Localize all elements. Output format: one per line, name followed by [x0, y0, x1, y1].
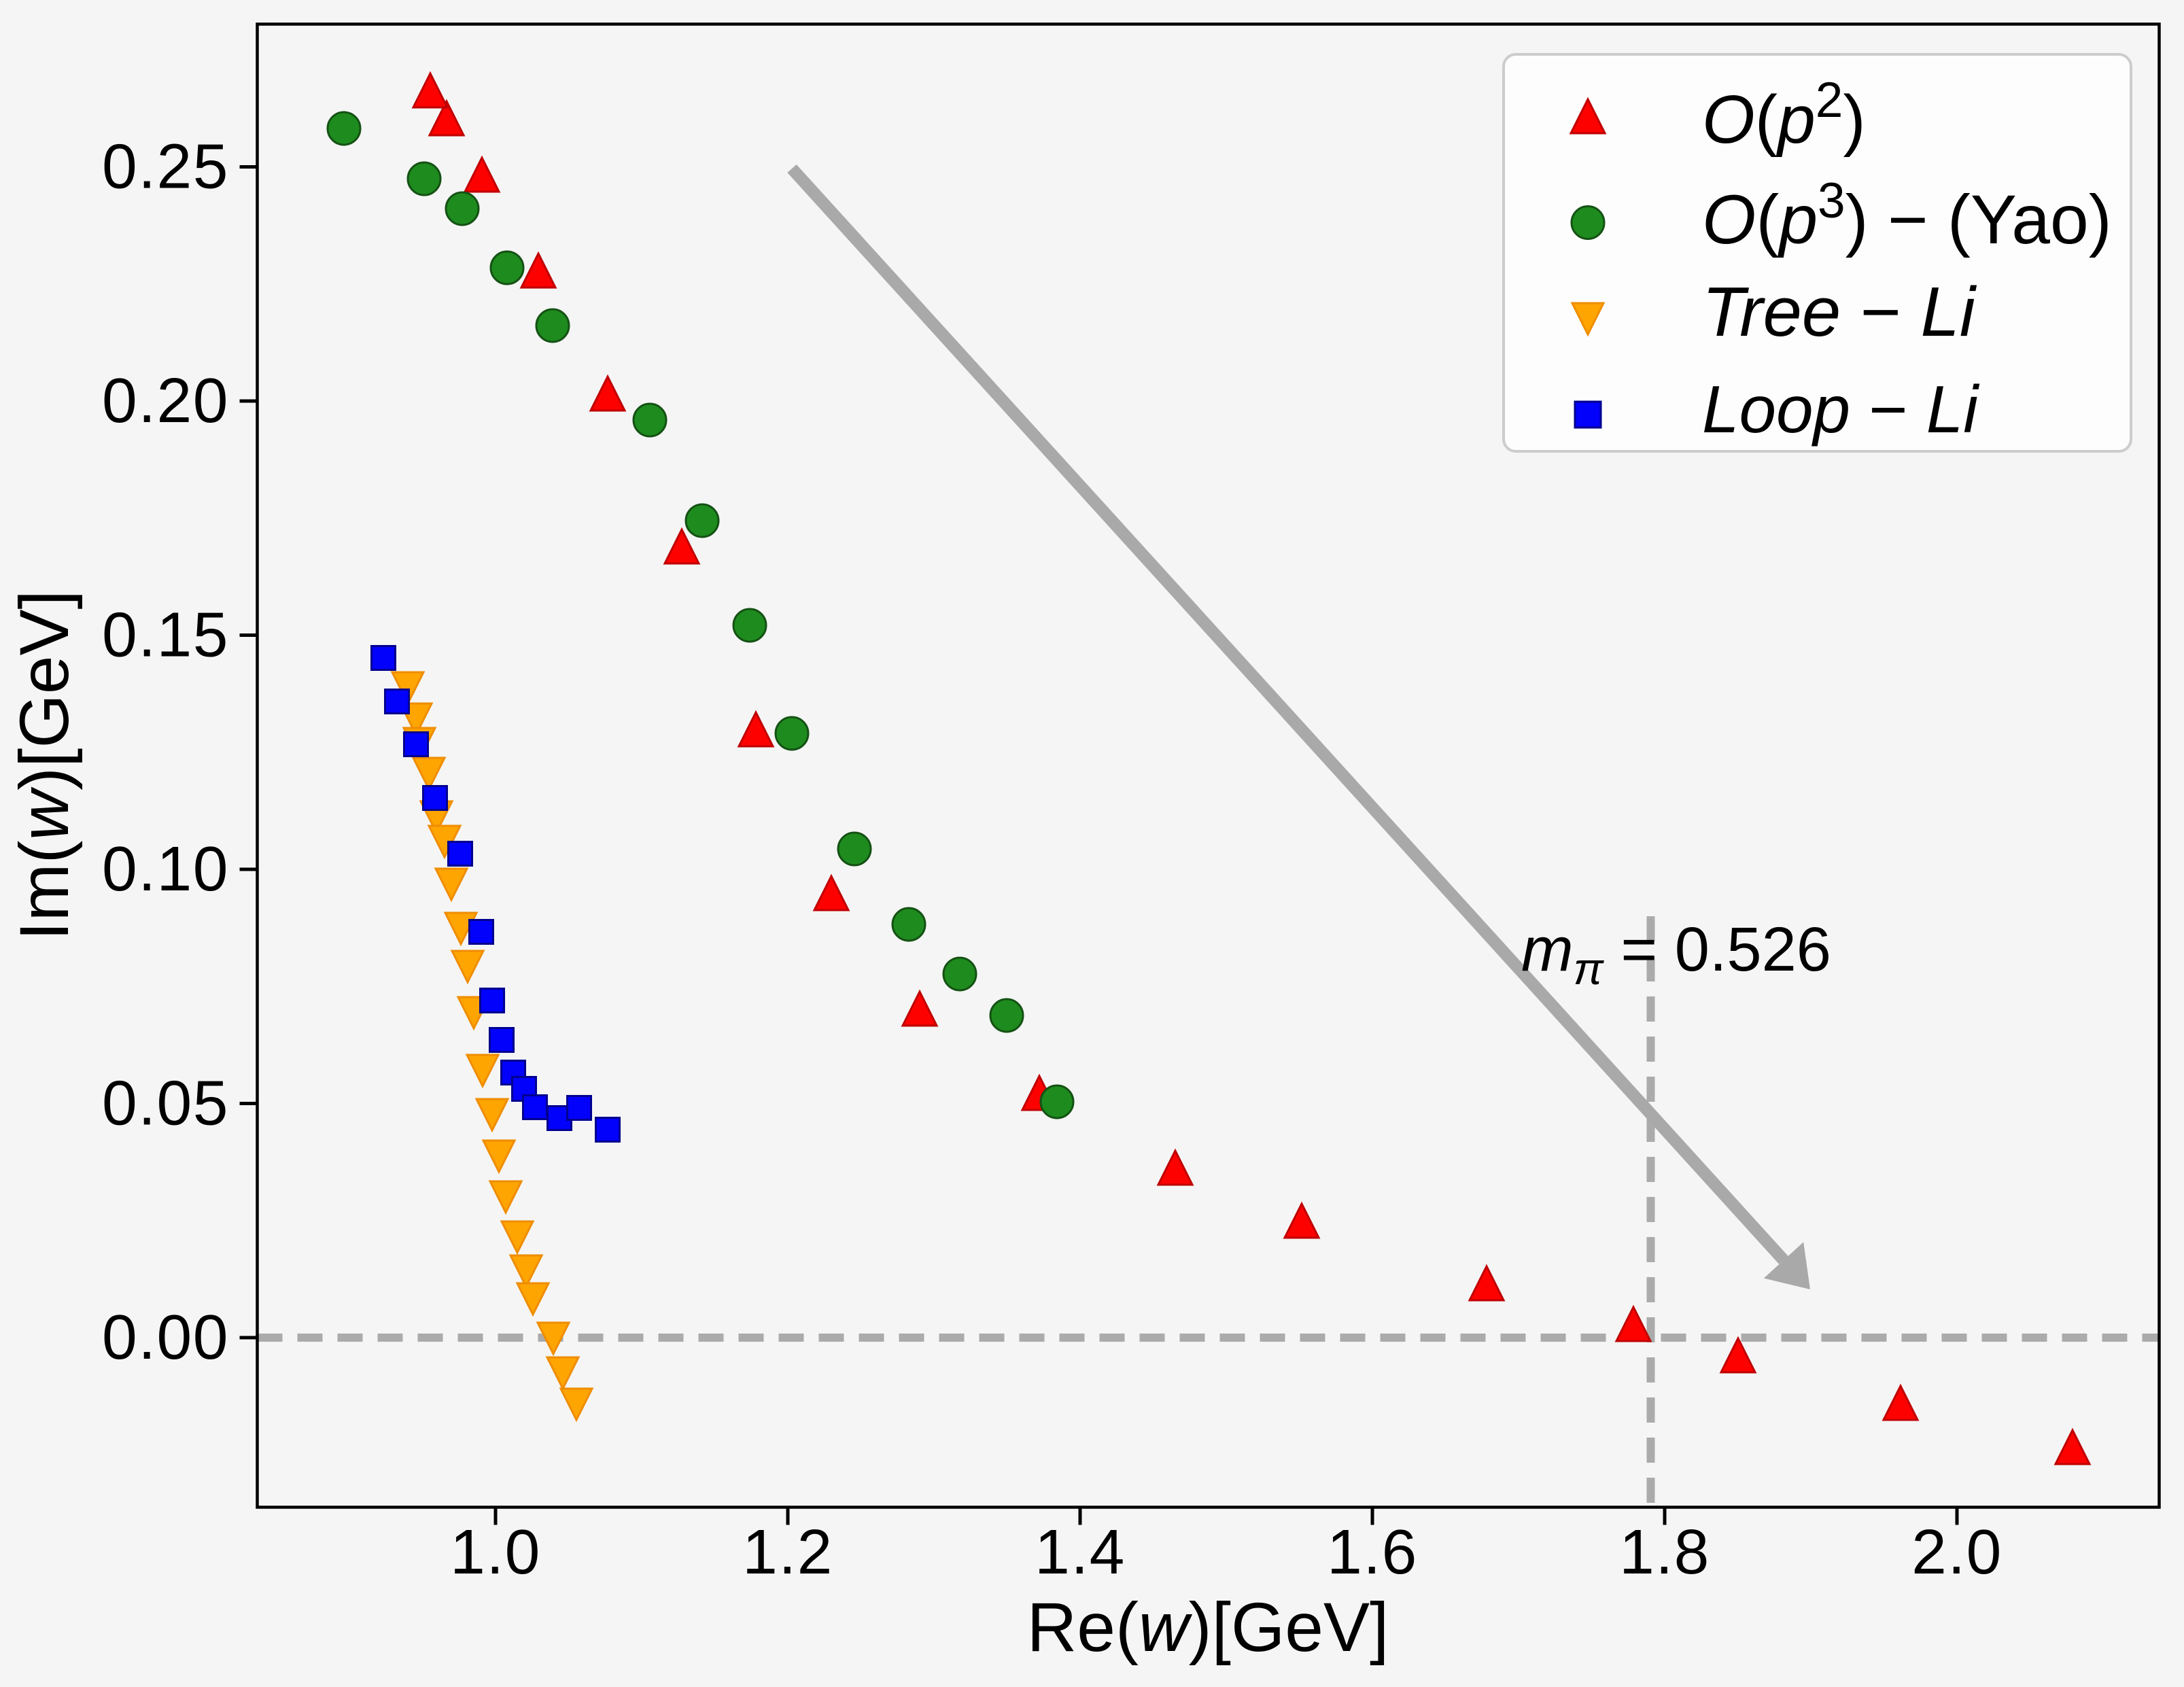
svg-text:mπ = 0.526: mπ = 0.526 [1521, 915, 1831, 994]
svg-text:Tree − Li: Tree − Li [1702, 273, 1977, 351]
svg-text:1.0: 1.0 [450, 1516, 541, 1587]
svg-text:O(p3) − (Yao): O(p3) − (Yao) [1702, 173, 2112, 258]
svg-text:1.2: 1.2 [742, 1516, 833, 1587]
svg-text:0.10: 0.10 [102, 833, 229, 904]
svg-text:0.25: 0.25 [102, 131, 229, 202]
svg-text:0.05: 0.05 [102, 1068, 229, 1138]
svg-text:0.00: 0.00 [102, 1302, 229, 1372]
svg-text:1.8: 1.8 [1619, 1516, 1710, 1587]
svg-text:2.0: 2.0 [1911, 1516, 2003, 1587]
svg-text:0.15: 0.15 [102, 599, 229, 670]
svg-text:1.4: 1.4 [1035, 1516, 1126, 1587]
svg-text:1.6: 1.6 [1327, 1516, 1418, 1587]
svg-text:Loop − Li: Loop − Li [1702, 372, 1979, 447]
svg-text:Im(w)[GeV]: Im(w)[GeV] [5, 590, 83, 941]
svg-text:Re(w)[GeV]: Re(w)[GeV] [1027, 1588, 1389, 1666]
svg-text:0.20: 0.20 [102, 365, 229, 436]
